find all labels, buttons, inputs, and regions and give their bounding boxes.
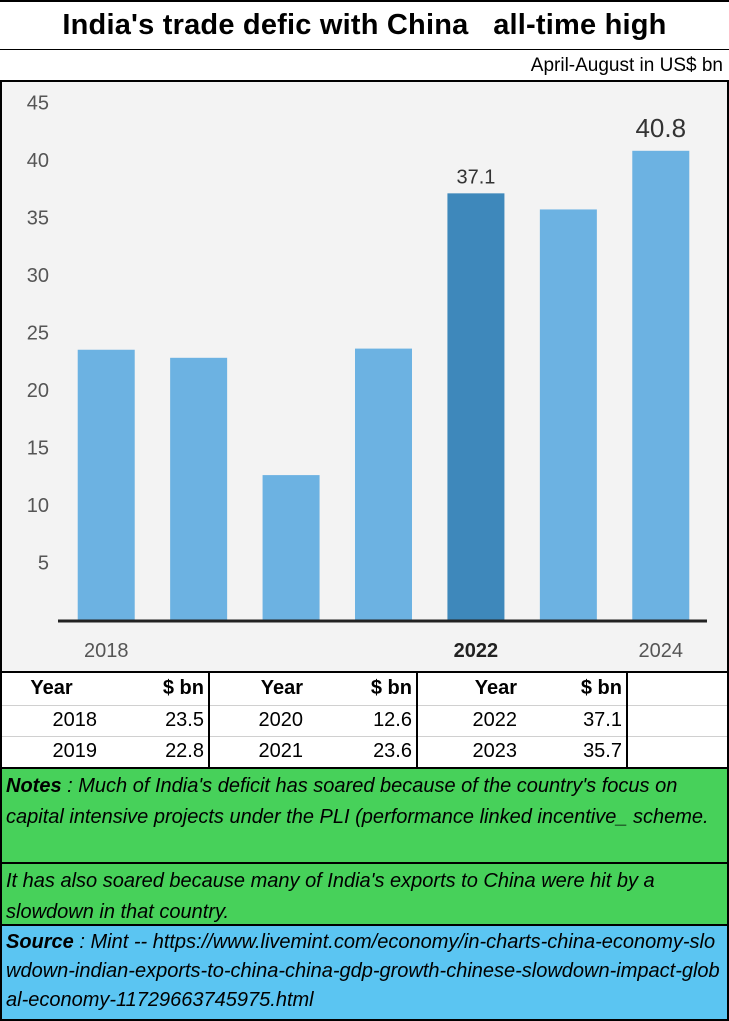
table-header-value-3: $ bn (521, 673, 628, 706)
bar (262, 475, 320, 620)
table-cell: 37.1 (521, 705, 628, 737)
y-tick-label: 15 (27, 438, 49, 460)
bar (77, 349, 135, 620)
table-cell: 2023 (417, 736, 521, 768)
y-tick-label: 35 (27, 208, 49, 230)
y-tick-label: 30 (27, 265, 49, 287)
title-row: India's trade defic with China all-time … (0, 0, 729, 50)
bar (632, 150, 690, 621)
table-cell: 2018 (0, 705, 101, 737)
y-tick-label: 25 (27, 323, 49, 345)
notes-label: Notes (6, 775, 62, 797)
table-header-year-3: Year (417, 673, 521, 706)
data-label: 37.1 (456, 166, 495, 188)
table-header-year-1: Year (0, 673, 101, 706)
y-tick-label: 20 (27, 380, 49, 402)
x-tick-label: 2018 (84, 640, 129, 662)
bar (170, 357, 228, 620)
chart-title: India's trade defic with China all-time … (62, 9, 667, 41)
table-cell: 12.6 (307, 705, 418, 737)
y-tick-label: 5 (38, 553, 49, 575)
source-label: Source (6, 931, 74, 953)
source-text: : Mint -- https://www.livemint.com/econo… (6, 931, 720, 1011)
bar-chart-svg: 5 10 15 20 25 30 35 40 45 2018 2022 2024 37.1 40.8 (27, 93, 707, 662)
table-cell: 2021 (209, 736, 307, 768)
notes-text-2: It has also soared because many of India… (6, 870, 655, 923)
bar (539, 209, 597, 620)
table-cell: 23.5 (101, 705, 210, 737)
bar-chart: 5 10 15 20 25 30 35 40 45 2018 2022 2024 37.1 40.8 (0, 82, 729, 673)
table-cell: 2020 (209, 705, 307, 737)
subtitle-row: April-August in US$ bn (0, 50, 729, 82)
x-tick-label: 2022 (454, 640, 499, 662)
table-header-year-2: Year (209, 673, 307, 706)
data-table: Year $ bn Year $ bn Year $ bn 2018 23.5 … (0, 673, 729, 768)
table-cell: 23.6 (307, 736, 418, 768)
y-tick-label: 40 (27, 150, 49, 172)
table-header-empty (627, 673, 729, 706)
bar (355, 348, 412, 620)
source-box: Source : Mint -- https://www.livemint.co… (0, 926, 729, 1021)
table-header-value-1: $ bn (101, 673, 210, 706)
table-cell: 2022 (417, 705, 521, 737)
table-row: 2018 23.5 2020 12.6 2022 37.1 (0, 705, 729, 737)
y-tick-label: 45 (27, 93, 49, 115)
chart-subtitle: April-August in US$ bn (530, 55, 723, 76)
bar (447, 193, 505, 620)
x-tick-label: 2024 (639, 640, 684, 662)
table-cell-empty (627, 736, 729, 768)
table-cell: 35.7 (521, 736, 628, 768)
table-cell: 2019 (0, 736, 101, 768)
table-cell-empty (627, 705, 729, 737)
notes-box: Notes : Much of India's deficit has soar… (0, 767, 729, 864)
y-tick-label: 10 (27, 495, 49, 517)
table-header-value-2: $ bn (307, 673, 418, 706)
table-header-row: Year $ bn Year $ bn Year $ bn (0, 673, 729, 706)
notes-box-2: It has also soared because many of India… (0, 864, 729, 926)
table-cell: 22.8 (101, 736, 210, 768)
data-label: 40.8 (635, 113, 686, 143)
table-row: 2019 22.8 2021 23.6 2023 35.7 (0, 736, 729, 768)
notes-text-1: : Much of India's deficit has soared bec… (6, 775, 709, 828)
